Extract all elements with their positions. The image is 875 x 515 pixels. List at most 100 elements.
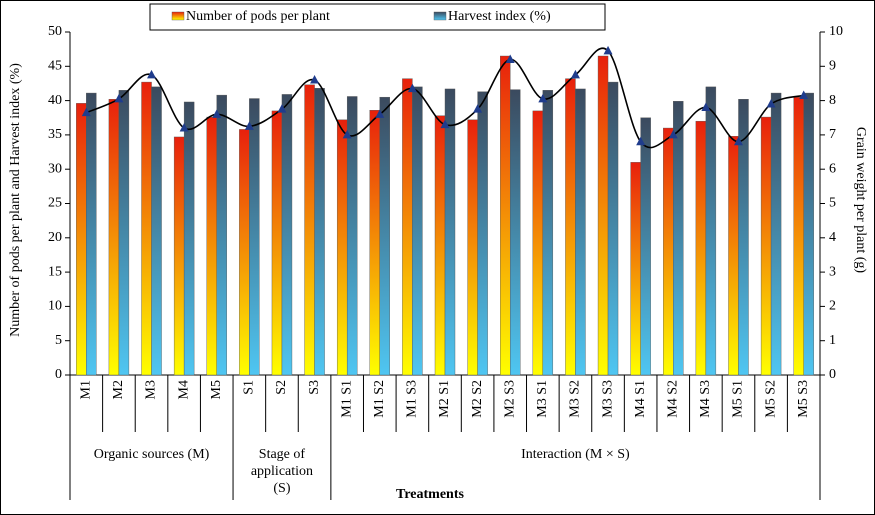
y2-tick-label: 10: [829, 24, 843, 39]
bar: [477, 91, 488, 376]
y-axis-title: Number of pods per plant and Harvest ind…: [8, 63, 23, 337]
y-tick-label: 10: [48, 299, 62, 314]
y-tick-label: 40: [48, 93, 62, 108]
line-marker: [701, 102, 711, 111]
x-tick-label: M1 S2: [372, 380, 387, 418]
bar: [640, 117, 651, 376]
line-marker: [799, 90, 809, 99]
x-tick-label: S3: [307, 380, 322, 395]
bar: [314, 88, 325, 376]
bar: [803, 92, 814, 376]
line-marker: [570, 69, 580, 79]
line-marker: [636, 136, 646, 146]
bar: [695, 120, 707, 376]
bar: [86, 92, 97, 376]
y-tick-label: 5: [55, 333, 62, 348]
group-label: Organic sources (M): [93, 447, 210, 462]
bar: [444, 88, 456, 376]
legend-swatch: [433, 11, 447, 21]
line-marker: [505, 54, 515, 63]
line-marker: [179, 123, 189, 132]
bar: [173, 136, 185, 376]
y2-tick-label: 6: [829, 161, 836, 176]
bar: [565, 78, 576, 376]
bar: [249, 98, 260, 376]
x-axis-title: Treatments: [396, 487, 464, 502]
bar: [728, 136, 739, 376]
y2-tick-label: 7: [829, 127, 836, 142]
bar: [467, 119, 478, 376]
y-tick-label: 35: [48, 127, 62, 142]
bar: [379, 96, 390, 376]
bar: [206, 116, 217, 376]
line-marker: [766, 99, 776, 108]
bar: [532, 110, 544, 376]
x-tick-label: M3 S1: [535, 380, 550, 418]
x-tick-label: M4: [176, 380, 191, 399]
bar: [369, 110, 380, 376]
legend-swatch: [171, 11, 185, 21]
legend-label: Number of pods per plant: [186, 9, 330, 24]
x-tick-label: M1 S1: [339, 380, 354, 418]
x-tick-label: M5 S3: [796, 380, 811, 418]
y-tick-label: 20: [48, 230, 62, 245]
bar: [575, 88, 586, 376]
bar: [597, 55, 609, 376]
bar: [738, 99, 749, 376]
bar: [216, 94, 227, 376]
line-marker: [473, 104, 483, 113]
bar: [336, 119, 348, 376]
x-tick-label: M4 S1: [633, 380, 648, 418]
y2-tick-label: 9: [829, 59, 836, 74]
bar: [770, 92, 782, 376]
x-tick-label: M3 S3: [600, 380, 615, 418]
line-marker: [212, 109, 222, 118]
bar: [760, 116, 772, 376]
line-marker: [277, 104, 287, 113]
x-tick-label: M4 S2: [665, 380, 680, 418]
bar: [793, 96, 804, 376]
legend-box: [149, 3, 606, 31]
line-marker: [538, 93, 548, 103]
line-marker: [407, 83, 417, 93]
group-label: Interaction (M × S): [521, 447, 630, 462]
bar: [510, 89, 521, 376]
x-tick-label: M5 S1: [731, 380, 746, 418]
bar: [673, 101, 684, 376]
y2-tick-label: 8: [829, 93, 836, 108]
y-tick-label: 15: [48, 264, 62, 279]
bar: [271, 110, 283, 376]
line-marker: [375, 109, 385, 118]
bar: [346, 96, 358, 376]
y-tick-label: 45: [48, 59, 62, 74]
bar: [239, 129, 250, 376]
bar: [412, 86, 423, 376]
y-tick-label: 0: [55, 367, 62, 382]
line-marker: [342, 129, 352, 139]
y-tick-label: 50: [48, 24, 62, 39]
legend-label: Harvest index (%): [448, 9, 551, 24]
y-tick-label: 25: [48, 196, 62, 211]
x-tick-label: M2 S2: [470, 380, 485, 418]
y2-tick-label: 4: [829, 230, 836, 245]
line-marker: [310, 75, 320, 84]
x-tick-label: M2: [111, 380, 126, 399]
line-marker: [147, 69, 157, 79]
bar: [108, 99, 120, 376]
x-tick-label: M1: [79, 380, 94, 399]
x-tick-label: S2: [274, 380, 289, 395]
line-marker: [114, 93, 124, 103]
bar: [500, 55, 511, 376]
bar: [141, 81, 152, 376]
x-tick-label: S1: [242, 380, 257, 395]
y-tick-label: 30: [48, 161, 62, 176]
line-marker: [668, 129, 678, 139]
line-marker: [81, 107, 91, 117]
line-marker: [603, 45, 613, 55]
x-tick-label: M5: [209, 380, 224, 399]
y2-tick-label: 0: [829, 367, 836, 382]
x-tick-label: M5 S2: [763, 380, 778, 418]
bar: [304, 84, 315, 376]
